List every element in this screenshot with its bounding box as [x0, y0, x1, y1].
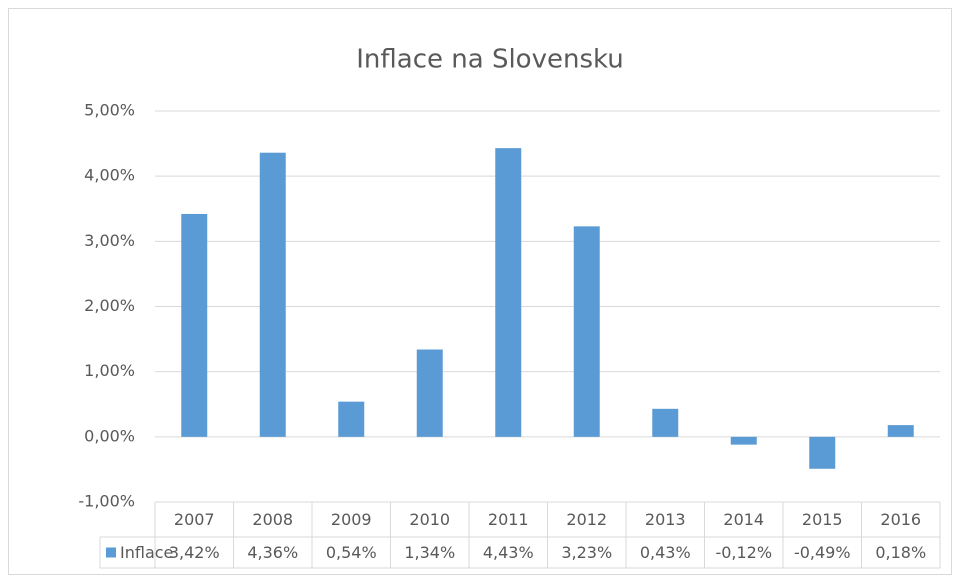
bar — [181, 213, 208, 437]
x-tick-label: 2010 — [409, 510, 450, 529]
x-tick-label: 2012 — [566, 510, 607, 529]
x-tick-label: 2009 — [331, 510, 372, 529]
table-value: 0,54% — [326, 543, 377, 562]
x-tick-label: 2015 — [802, 510, 843, 529]
x-tick-label: 2016 — [880, 510, 921, 529]
y-tick-label: 0,00% — [84, 426, 135, 445]
x-tick-label: 2011 — [488, 510, 529, 529]
bar — [730, 436, 757, 445]
table-value: 4,43% — [483, 543, 534, 562]
bar — [652, 408, 679, 437]
bar — [809, 436, 836, 469]
chart-border — [8, 8, 952, 575]
table-value: 1,34% — [404, 543, 455, 562]
y-tick-label: 4,00% — [84, 166, 135, 185]
bar — [495, 148, 522, 437]
table-value: 3,23% — [561, 543, 612, 562]
bar — [573, 226, 600, 437]
table-value: -0,12% — [715, 543, 772, 562]
legend-key — [106, 547, 116, 558]
table-value: 4,36% — [247, 543, 298, 562]
y-tick-label: 1,00% — [84, 361, 135, 380]
table-value: 0,43% — [640, 543, 691, 562]
bar — [259, 152, 286, 437]
y-tick-label: 5,00% — [84, 101, 135, 120]
table-value: -0,49% — [794, 543, 851, 562]
bar — [887, 425, 914, 437]
table-value: 0,18% — [875, 543, 926, 562]
x-tick-label: 2007 — [174, 510, 215, 529]
legend-label: Inflace — [120, 543, 173, 562]
y-tick-label: -1,00% — [78, 492, 135, 511]
table-value: 3,42% — [169, 543, 220, 562]
chart-title: Inflace na Slovensku — [356, 45, 623, 75]
bar — [338, 401, 365, 437]
x-tick-label: 2008 — [252, 510, 293, 529]
bar — [416, 349, 443, 437]
y-tick-label: 2,00% — [84, 296, 135, 315]
x-tick-label: 2013 — [645, 510, 686, 529]
y-tick-label: 3,00% — [84, 231, 135, 250]
x-tick-label: 2014 — [723, 510, 764, 529]
